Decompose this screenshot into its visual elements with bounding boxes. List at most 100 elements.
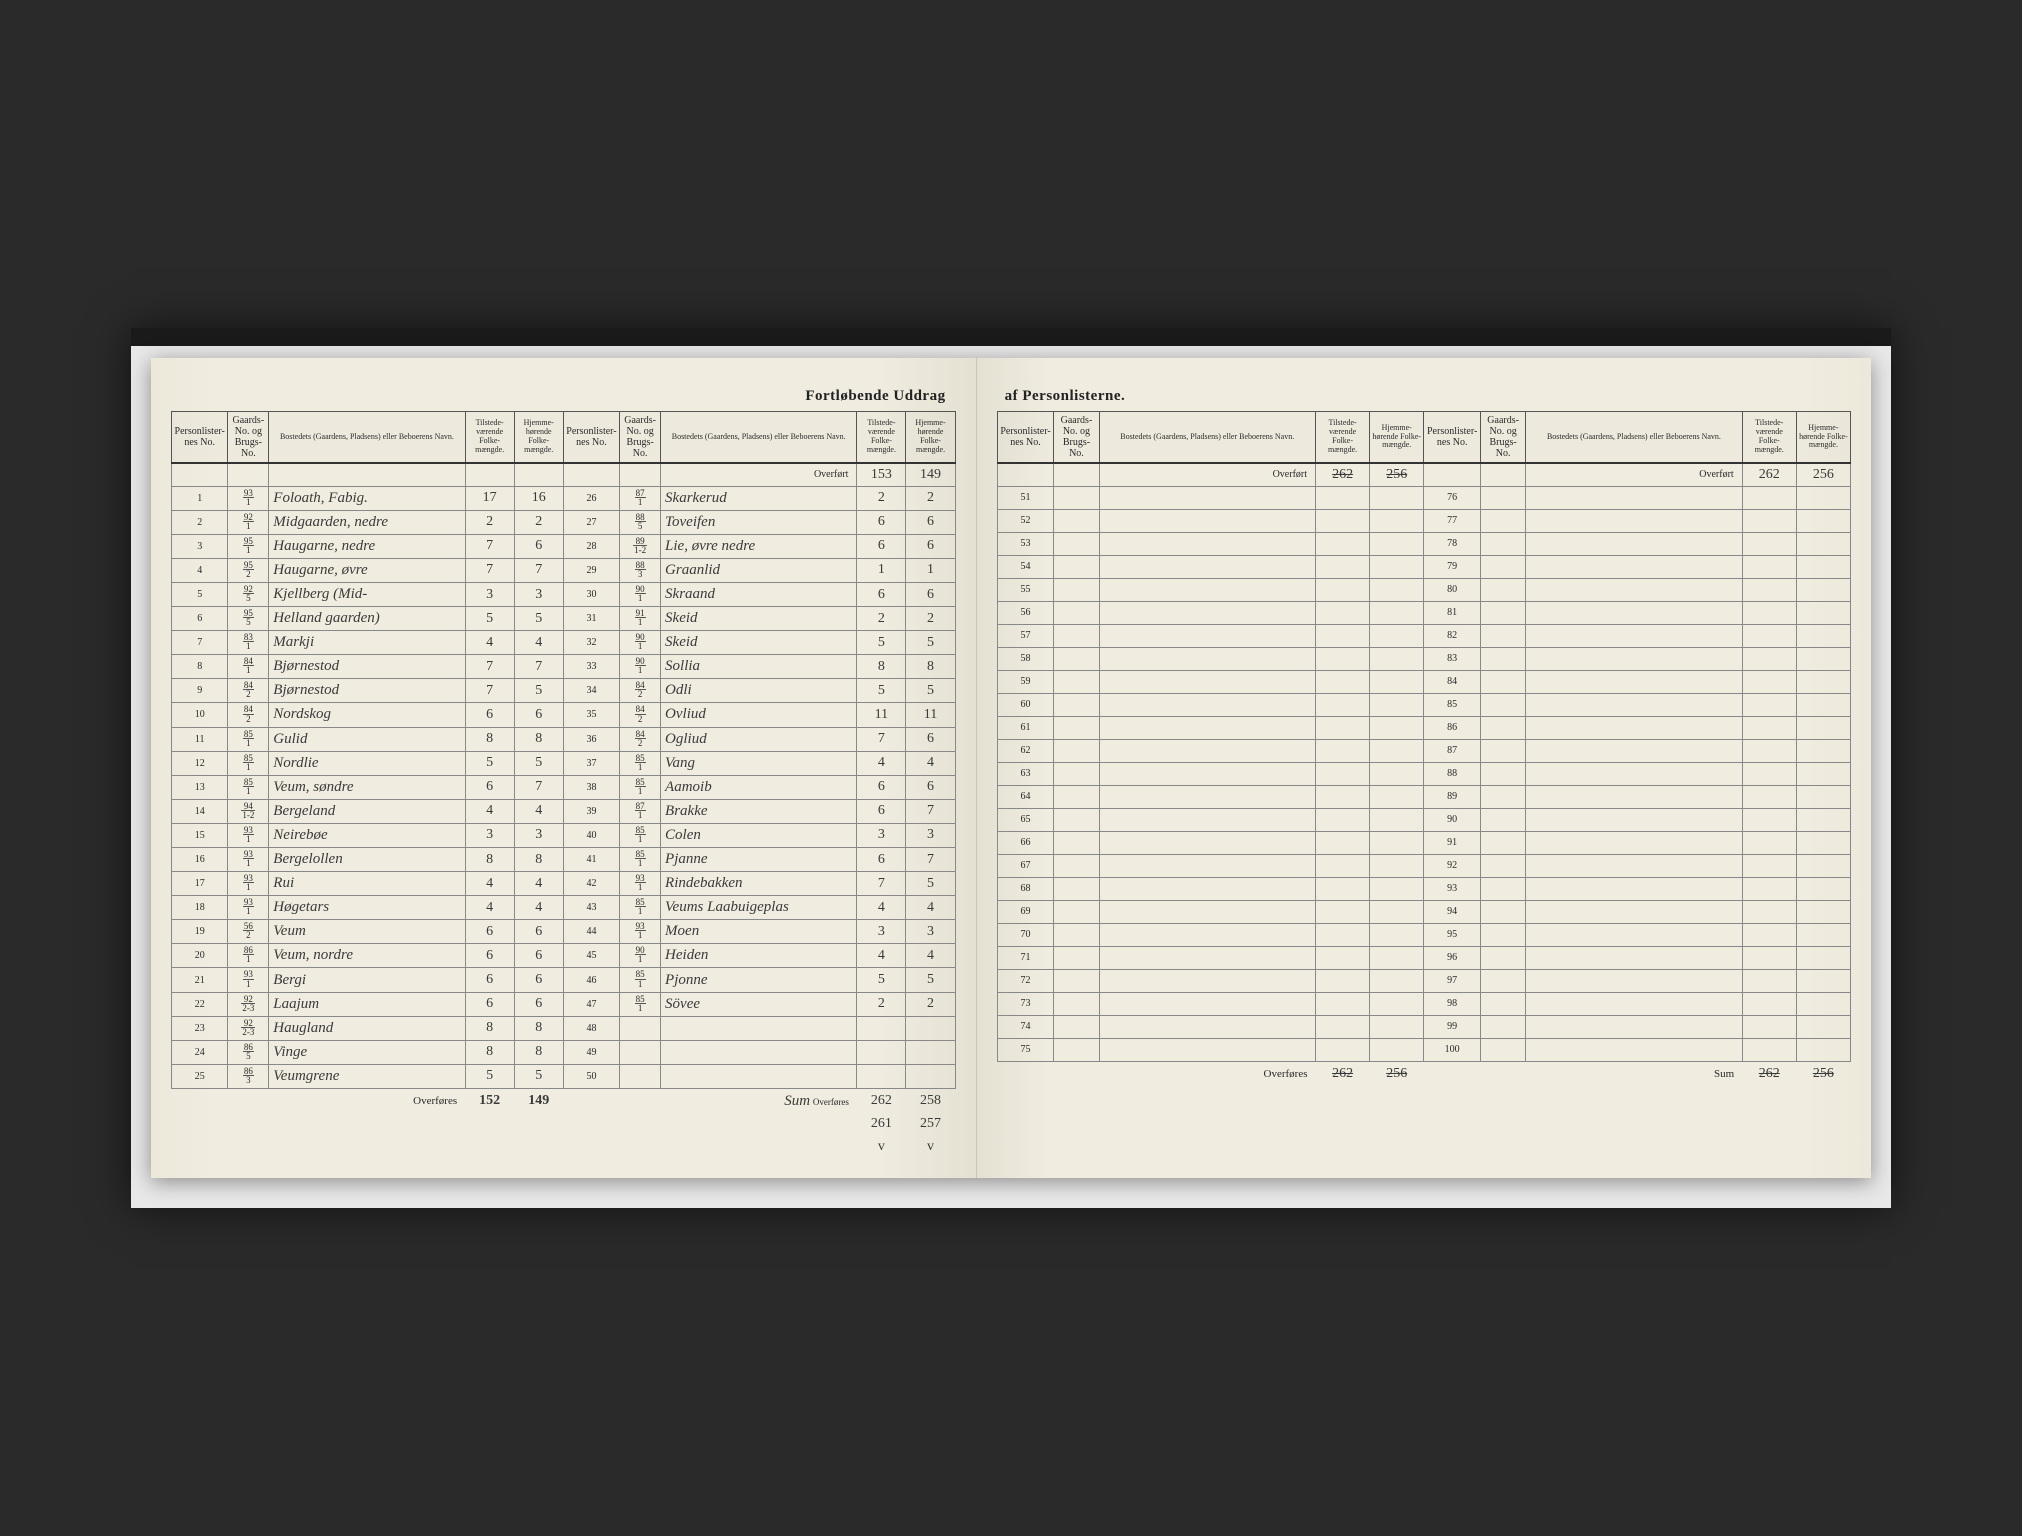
tilstede: 5 bbox=[857, 968, 906, 992]
gaard-no: 952 bbox=[228, 558, 269, 582]
bosted bbox=[1099, 716, 1316, 739]
hjemme: 6 bbox=[514, 534, 563, 558]
row-num: 12 bbox=[172, 751, 228, 775]
bosted bbox=[1526, 716, 1743, 739]
table-row: 15931Neirebøe3340851Colen33 bbox=[172, 823, 956, 847]
bosted: Foloath, Fabig. bbox=[269, 486, 465, 510]
gaard-no: 911 bbox=[620, 607, 661, 631]
hjemme bbox=[1796, 578, 1850, 601]
tilstede: 7 bbox=[465, 679, 514, 703]
row-num: 69 bbox=[997, 900, 1054, 923]
hjemme bbox=[1796, 946, 1850, 969]
hjemme bbox=[1796, 900, 1850, 923]
bosted: Laajum bbox=[269, 992, 465, 1016]
row-num: 59 bbox=[997, 670, 1054, 693]
row-num: 82 bbox=[1424, 624, 1481, 647]
table-row: 17931Rui4442931Rindebakken75 bbox=[172, 872, 956, 896]
table-row: 9842Bjørnestod7534842Odli55 bbox=[172, 679, 956, 703]
gaard-no: 861 bbox=[228, 944, 269, 968]
gaard-no bbox=[1481, 854, 1526, 877]
bosted: Haugland bbox=[269, 1016, 465, 1040]
hdr-bosted: Bostedets (Gaardens, Pladsens) eller Beb… bbox=[661, 412, 857, 464]
tilstede bbox=[1742, 532, 1796, 555]
row-num: 80 bbox=[1424, 578, 1481, 601]
row-num: 15 bbox=[172, 823, 228, 847]
row-num: 62 bbox=[997, 739, 1054, 762]
bosted: Rindebakken bbox=[661, 872, 857, 896]
gaard-no: 842 bbox=[620, 679, 661, 703]
tilstede: 4 bbox=[857, 944, 906, 968]
cell bbox=[514, 463, 563, 486]
tilstede: 8 bbox=[465, 847, 514, 871]
bosted bbox=[1099, 762, 1316, 785]
gaard-no bbox=[620, 1016, 661, 1040]
ledger-table-left: Personlister-nes No. Gaards-No. og Brugs… bbox=[171, 411, 956, 1158]
tilstede bbox=[1742, 486, 1796, 509]
gaard-no bbox=[1481, 647, 1526, 670]
hjemme bbox=[1370, 486, 1424, 509]
hjemme: 7 bbox=[514, 558, 563, 582]
hjemme: 4 bbox=[906, 896, 955, 920]
hjemme: 6 bbox=[514, 944, 563, 968]
row-num: 73 bbox=[997, 992, 1054, 1015]
row-num: 70 bbox=[997, 923, 1054, 946]
tilstede: 7 bbox=[857, 727, 906, 751]
gaard-no bbox=[1481, 624, 1526, 647]
gaard-no: 931 bbox=[228, 872, 269, 896]
gaard-no bbox=[1481, 486, 1526, 509]
hjemme: 2 bbox=[906, 992, 955, 1016]
bosted: Veums Laabuigeplas bbox=[661, 896, 857, 920]
gaard-no bbox=[1054, 624, 1099, 647]
bosted bbox=[1526, 785, 1743, 808]
row-num: 28 bbox=[563, 534, 619, 558]
gaard-no bbox=[1481, 923, 1526, 946]
gaard-no bbox=[1481, 601, 1526, 624]
hjemme: 2 bbox=[514, 510, 563, 534]
bosted bbox=[1099, 555, 1316, 578]
tilstede bbox=[1316, 647, 1370, 670]
tilstede: 7 bbox=[465, 558, 514, 582]
gaard-no bbox=[1481, 555, 1526, 578]
overfores-label: Overføres bbox=[269, 1088, 465, 1112]
table-row: 69 94 bbox=[997, 900, 1850, 923]
row-num: 31 bbox=[563, 607, 619, 631]
hjemme: 6 bbox=[514, 703, 563, 727]
hjemme: 6 bbox=[906, 727, 955, 751]
hdr-hjemme: Hjemme-hørende Folke-mængde. bbox=[514, 412, 563, 464]
gaard-no: 931 bbox=[228, 968, 269, 992]
tilstede bbox=[1742, 969, 1796, 992]
hjemme bbox=[1796, 762, 1850, 785]
table-row: 5782 bbox=[997, 624, 1850, 647]
tilstede: 6 bbox=[465, 968, 514, 992]
hjemme bbox=[1370, 739, 1424, 762]
gaard-no: 883 bbox=[620, 558, 661, 582]
tilstede: 3 bbox=[857, 920, 906, 944]
bosted: Veum, nordre bbox=[269, 944, 465, 968]
hjemme bbox=[1796, 532, 1850, 555]
overfort-row: Overført153149 bbox=[172, 463, 956, 486]
row-num: 48 bbox=[563, 1016, 619, 1040]
gaard-no: 931 bbox=[228, 823, 269, 847]
table-row: 6287 bbox=[997, 739, 1850, 762]
row-num: 94 bbox=[1424, 900, 1481, 923]
row-num: 13 bbox=[172, 775, 228, 799]
bosted bbox=[1526, 486, 1743, 509]
bosted bbox=[1526, 877, 1743, 900]
gaard-no bbox=[1481, 578, 1526, 601]
row-num: 67 bbox=[997, 854, 1054, 877]
table-body-right: Overført262256Overført262256517652775378… bbox=[997, 463, 1850, 1084]
bosted: Kjellberg (Mid- bbox=[269, 582, 465, 606]
table-row: 5378 bbox=[997, 532, 1850, 555]
gaard-no: 871 bbox=[620, 486, 661, 510]
hjemme bbox=[1796, 509, 1850, 532]
hjemme: 8 bbox=[906, 655, 955, 679]
gaard-no bbox=[1054, 923, 1099, 946]
gaard-no bbox=[620, 1064, 661, 1088]
bosted bbox=[1099, 969, 1316, 992]
hjemme bbox=[1370, 1038, 1424, 1061]
tilstede bbox=[1742, 624, 1796, 647]
bosted: Haugarne, nedre bbox=[269, 534, 465, 558]
hjemme: 7 bbox=[514, 775, 563, 799]
hjemme bbox=[1796, 647, 1850, 670]
row-num: 90 bbox=[1424, 808, 1481, 831]
